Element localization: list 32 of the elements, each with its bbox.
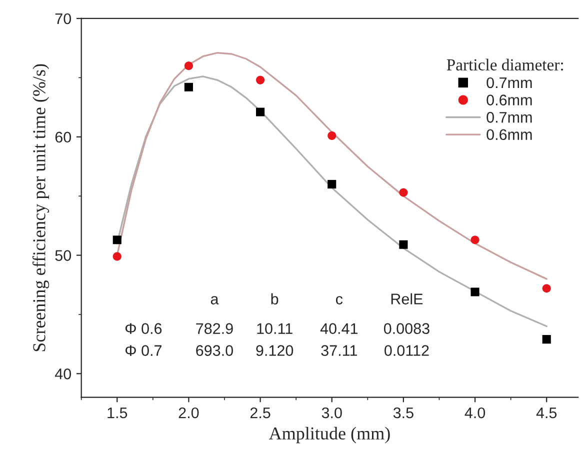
legend-label: 0.7mm (486, 112, 532, 123)
annotation: 40.41 (320, 323, 358, 334)
x-tick-label: 3.5 (393, 407, 414, 418)
legend-label: 0.6mm (486, 94, 532, 106)
annotation: c (336, 296, 343, 304)
y-tick-label: 70 (55, 13, 72, 24)
y-tick-label: 60 (55, 132, 72, 143)
legend-label: 0.6mm (486, 129, 532, 140)
x-tick-label: 3.0 (322, 407, 342, 418)
x-tick-label: 4.5 (536, 408, 557, 418)
annotation: 9.120 (256, 345, 294, 356)
annotation: b (271, 293, 278, 304)
legend-title: Particle diameter: (446, 58, 563, 71)
annotation: 37.11 (321, 345, 357, 356)
x-tick-label: 4.0 (464, 407, 486, 418)
y-tick-label: 50 (55, 250, 72, 261)
y-tick-label: 40 (54, 368, 72, 380)
x-axis-title: Amplitude (mm) (268, 426, 390, 444)
x-tick-label: 1.5 (108, 408, 128, 418)
y-axis-title: Screening efficiency per unit time (%/s) (32, 64, 50, 352)
annotation: Φ 0.7 (125, 345, 162, 356)
x-tick-label: 2.5 (250, 407, 270, 418)
annotation: 782.9 (196, 323, 233, 334)
legend-label: 0.7mm (486, 77, 532, 88)
annotation: 0.0112 (384, 345, 429, 356)
annotation: a (210, 296, 219, 304)
annotation: 0.0083 (384, 323, 430, 334)
annotation: Φ 0.6 (125, 323, 162, 334)
annotation: 693.0 (196, 345, 233, 356)
annotation: 10.11 (257, 323, 292, 334)
x-tick-label: 2.0 (178, 407, 199, 418)
annotation: RelE (391, 293, 423, 304)
